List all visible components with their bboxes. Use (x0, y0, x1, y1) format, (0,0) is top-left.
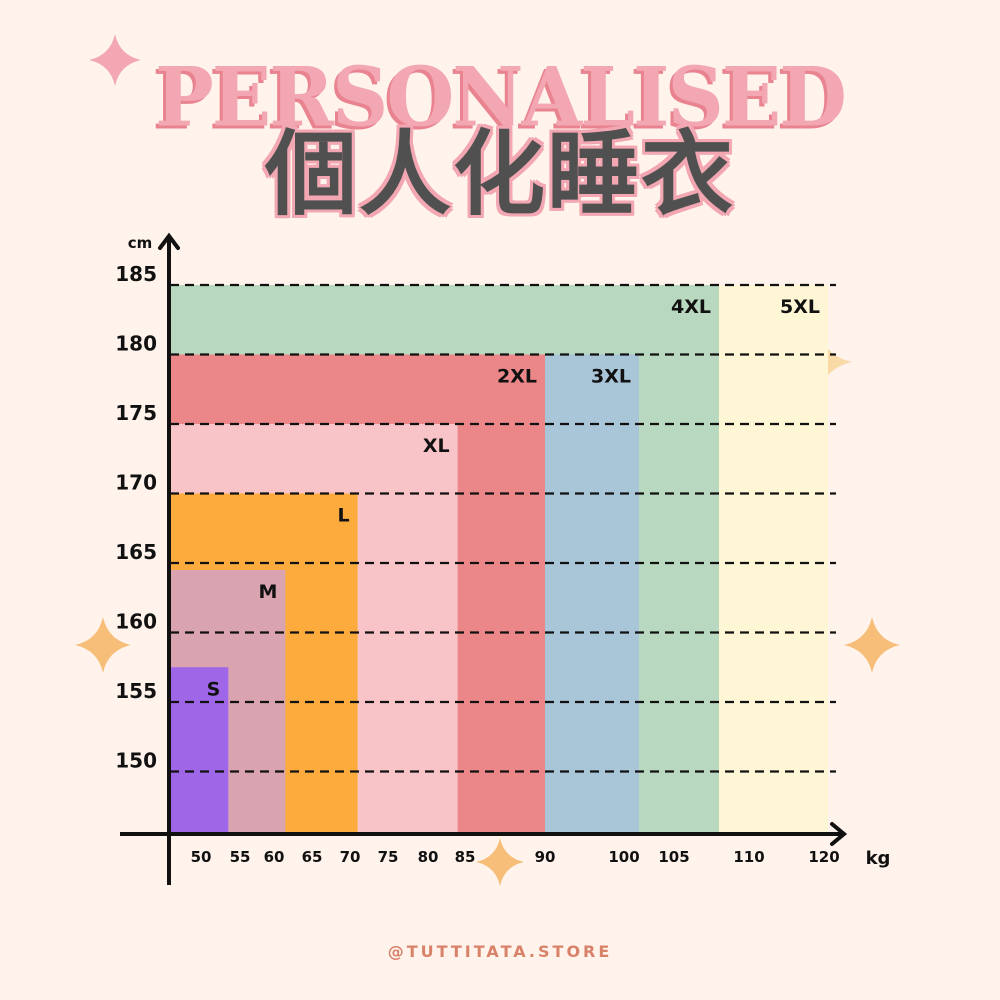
sparkle-icon (844, 617, 900, 673)
x-tick-label: 60 (264, 848, 285, 866)
sparkle-icon (89, 34, 141, 86)
size-label-5xl: 5XL (780, 296, 820, 318)
size-label-s: S (207, 678, 221, 700)
size-region-s (170, 667, 229, 833)
x-tick-label: 80 (418, 848, 439, 866)
y-tick-label: 155 (115, 679, 157, 703)
x-tick-label: 110 (733, 848, 764, 866)
x-tick-label: 105 (658, 848, 689, 866)
y-tick-label: 165 (115, 540, 157, 564)
title-english: PERSONALISED (155, 49, 847, 146)
y-tick-label: 160 (115, 610, 157, 634)
x-tick-label: 50 (191, 848, 212, 866)
sparkle-icon (476, 838, 524, 886)
x-tick-label: 65 (302, 848, 323, 866)
x-tick-label: 90 (535, 848, 556, 866)
size-label-4xl: 4XL (671, 296, 711, 318)
y-tick-label: 180 (115, 332, 157, 356)
x-tick-label: 85 (455, 848, 476, 866)
y-tick-label: 175 (115, 401, 157, 425)
x-tick-label: 70 (340, 848, 361, 866)
x-tick-label: 120 (808, 848, 839, 866)
size-label-l: L (337, 505, 349, 527)
y-tick-label: 150 (115, 749, 157, 773)
x-tick-label: 55 (230, 848, 251, 866)
sparkle-icon (75, 617, 131, 673)
size-label-3xl: 3XL (591, 366, 631, 388)
x-axis-arrow-icon (830, 822, 848, 846)
y-tick-label: 170 (115, 471, 157, 495)
size-label-m: M (258, 581, 277, 603)
y-axis-arrow-icon (158, 232, 180, 250)
x-tick-label: 100 (608, 848, 639, 866)
size-label-xl: XL (423, 435, 450, 457)
x-tick-label: 75 (378, 848, 399, 866)
y-axis-unit: cm (128, 234, 153, 252)
footer-handle: @TUTTITATA.STORE (387, 942, 613, 961)
title-chinese: 個人化睡衣 (264, 121, 735, 228)
y-tick-label: 185 (115, 262, 157, 286)
x-axis-unit: kg (866, 848, 891, 869)
size-label-2xl: 2XL (497, 366, 537, 388)
